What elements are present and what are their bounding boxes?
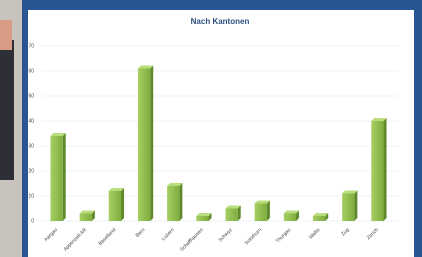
y-tick-label: 40 xyxy=(28,118,34,124)
y-tick-label: 10 xyxy=(28,193,34,199)
bar-side xyxy=(121,188,124,221)
y-tick-label: 70 xyxy=(28,43,34,49)
photo-face xyxy=(0,20,12,50)
bar xyxy=(284,214,296,222)
bar xyxy=(371,121,383,221)
bar xyxy=(167,186,179,221)
bar xyxy=(225,209,237,222)
bar xyxy=(109,191,121,221)
chart-title: Nach Kantonen xyxy=(191,17,250,26)
y-tick-label: 30 xyxy=(28,143,34,149)
y-tick-label: 0 xyxy=(31,218,34,224)
bar xyxy=(342,194,354,222)
bar xyxy=(50,136,62,221)
bar-side xyxy=(354,191,357,222)
bar xyxy=(196,216,208,221)
bar-side xyxy=(179,183,182,221)
bar xyxy=(255,204,267,222)
photo-figure xyxy=(0,40,14,180)
bar xyxy=(80,214,92,222)
bar xyxy=(313,216,325,221)
chart: Nach Kantonen 010203040506070AargauAppen… xyxy=(0,0,422,257)
bar-side xyxy=(267,201,270,222)
y-tick-label: 60 xyxy=(28,68,34,74)
bar-side xyxy=(150,66,153,222)
bar-side xyxy=(384,118,387,221)
y-tick-label: 50 xyxy=(28,93,34,99)
bar-side xyxy=(63,133,66,221)
page: Nach Kantonen 010203040506070AargauAppen… xyxy=(0,0,422,257)
y-tick-label: 20 xyxy=(28,168,34,174)
bar xyxy=(138,69,150,222)
